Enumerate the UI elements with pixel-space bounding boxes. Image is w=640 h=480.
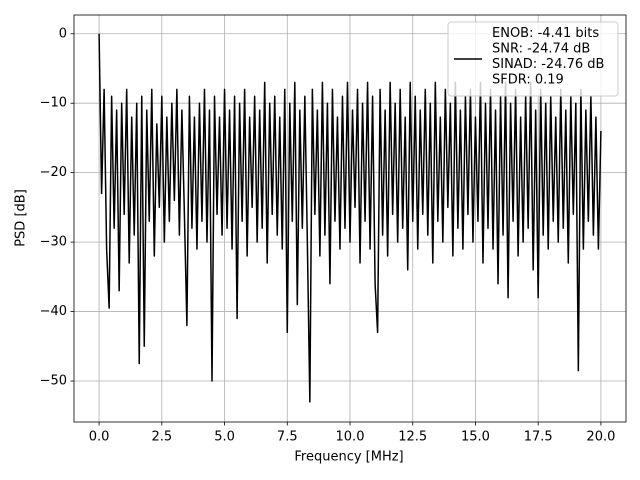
y-tick-label: −20 — [40, 165, 67, 180]
x-tick-label: 12.5 — [398, 430, 427, 445]
y-tick-label: −50 — [40, 374, 67, 389]
y-tick-label: −10 — [40, 96, 67, 111]
x-tick-label: 5.0 — [214, 430, 235, 445]
x-tick-label: 10.0 — [336, 430, 365, 445]
legend-line: SNR: -24.74 dB — [492, 41, 590, 56]
x-tick-label: 0.0 — [89, 430, 110, 445]
psd-line — [98, 33, 602, 403]
y-tick-label: −30 — [40, 235, 67, 250]
y-axis-label: PSD [dB] — [14, 189, 29, 247]
legend-label: ENOB: -4.41 bits SNR: -24.74 dB SINAD: -24… — [492, 26, 604, 88]
legend-line: SFDR: 0.19 — [492, 72, 564, 87]
legend-line: SINAD: -24.76 dB — [492, 57, 604, 72]
y-tick-label: 0 — [59, 26, 67, 41]
x-tick-label: 7.5 — [277, 430, 298, 445]
axes-frame — [73, 14, 627, 423]
x-axis-label: Frequency [MHz] — [294, 450, 403, 465]
x-tick-label: 2.5 — [151, 430, 172, 445]
legend-line: ENOB: -4.41 bits — [492, 26, 599, 41]
x-tick-label: 20.0 — [586, 430, 615, 445]
x-tick-label: 17.5 — [524, 430, 553, 445]
legend-box — [447, 21, 619, 97]
y-tick-label: −40 — [40, 304, 67, 319]
x-tick-label: 15.0 — [461, 430, 490, 445]
